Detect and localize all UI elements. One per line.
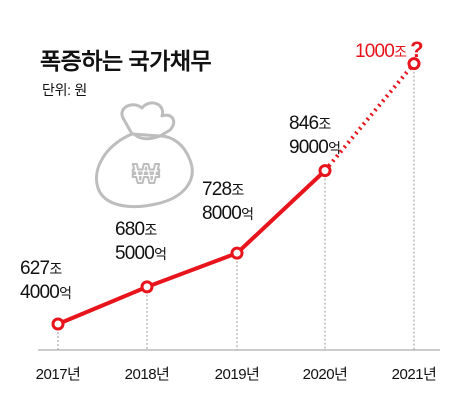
x-tick-label: 2020년 <box>302 366 348 383</box>
data-label-unit: 조 <box>318 116 331 132</box>
data-label-unit: 조 <box>231 182 244 198</box>
data-point-2017년 <box>51 317 65 331</box>
data-label-unit: 억 <box>328 140 341 156</box>
data-label-2018년: 680조 5000억 <box>115 218 167 266</box>
data-label-value: 9000 <box>289 137 329 158</box>
series-line-actual <box>56 168 327 326</box>
data-label-unit: 조 <box>144 222 157 238</box>
data-label-value: 1000 <box>355 41 395 62</box>
unit-label: 단위: 원 <box>42 82 87 98</box>
data-label-2021년: 1000조? <box>355 37 424 64</box>
x-tick-label: 2021년 <box>391 366 437 383</box>
data-label-value: 4000 <box>20 282 60 303</box>
data-point-2021년 <box>407 57 421 71</box>
data-label-2017년: 627조 4000억 <box>20 257 72 305</box>
data-label-value: 5000 <box>115 243 155 264</box>
chart-title: 폭증하는 국가채무 <box>40 48 212 74</box>
data-label-value: 680 <box>115 219 145 240</box>
data-label-unit: 조 <box>49 261 62 277</box>
data-point-2020년 <box>318 164 332 178</box>
x-tick-label: 2019년 <box>214 366 260 383</box>
series-line-forecast <box>323 62 416 172</box>
data-label-2020년: 846조 9000억 <box>289 112 341 160</box>
data-label-value: 8000 <box>202 203 242 224</box>
data-label-value: 627 <box>20 258 50 279</box>
data-label-unit: 억 <box>59 285 72 301</box>
data-label-value: 728 <box>202 179 232 200</box>
data-label-unit: 억 <box>154 246 167 262</box>
x-tick-label: 2018년 <box>124 366 170 383</box>
moneybag-won-icon: ₩ <box>95 101 194 209</box>
data-point-2018년 <box>140 280 154 294</box>
data-label-value: 846 <box>289 113 319 134</box>
svg-text:₩: ₩ <box>133 158 160 189</box>
data-label-unit: 조 <box>394 44 407 60</box>
forecast-question-mark: ? <box>410 37 423 62</box>
x-tick-label: 2017년 <box>35 366 81 383</box>
data-label-2019년: 728조 8000억 <box>202 178 254 226</box>
data-point-2019년 <box>230 246 244 260</box>
data-label-unit: 억 <box>241 206 254 222</box>
